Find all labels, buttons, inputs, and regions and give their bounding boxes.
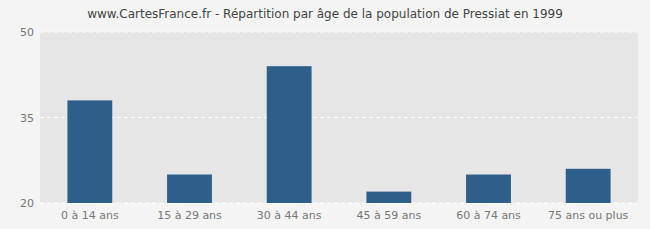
grid-line bbox=[40, 203, 638, 204]
plot-area bbox=[40, 32, 638, 203]
bars bbox=[67, 66, 610, 203]
x-axis: 0 à 14 ans 15 à 29 ans 30 à 44 ans 45 à 59 … bbox=[61, 209, 629, 222]
x-tick-label: 45 à 59 ans bbox=[356, 209, 421, 222]
bar bbox=[566, 169, 611, 203]
bar bbox=[366, 192, 411, 203]
bar bbox=[466, 175, 511, 204]
x-tick-label: 60 à 74 ans bbox=[456, 209, 521, 222]
bar bbox=[67, 100, 112, 203]
x-tick-label: 30 à 44 ans bbox=[257, 209, 322, 222]
y-tick-label: 50 bbox=[20, 26, 34, 39]
background bbox=[0, 0, 650, 229]
grid bbox=[40, 32, 638, 203]
page: {"chart_data": {"type": "bar", "title": … bbox=[0, 0, 650, 229]
x-tick-label: 15 à 29 ans bbox=[157, 209, 222, 222]
chart-container: www.CartesFrance.fr - Répartition par âg… bbox=[0, 0, 650, 229]
grid-line bbox=[40, 117, 638, 118]
bar bbox=[267, 66, 312, 203]
chart-svg: www.CartesFrance.fr - Répartition par âg… bbox=[0, 0, 650, 229]
bar bbox=[167, 175, 212, 204]
y-tick-label: 20 bbox=[20, 197, 34, 210]
grid-line bbox=[40, 32, 638, 33]
y-axis: 20 35 50 bbox=[20, 26, 34, 210]
x-tick-label: 0 à 14 ans bbox=[61, 209, 119, 222]
title: www.CartesFrance.fr - Répartition par âg… bbox=[87, 7, 563, 21]
y-tick-label: 35 bbox=[20, 112, 34, 125]
x-tick-label: 75 ans ou plus bbox=[548, 209, 629, 222]
